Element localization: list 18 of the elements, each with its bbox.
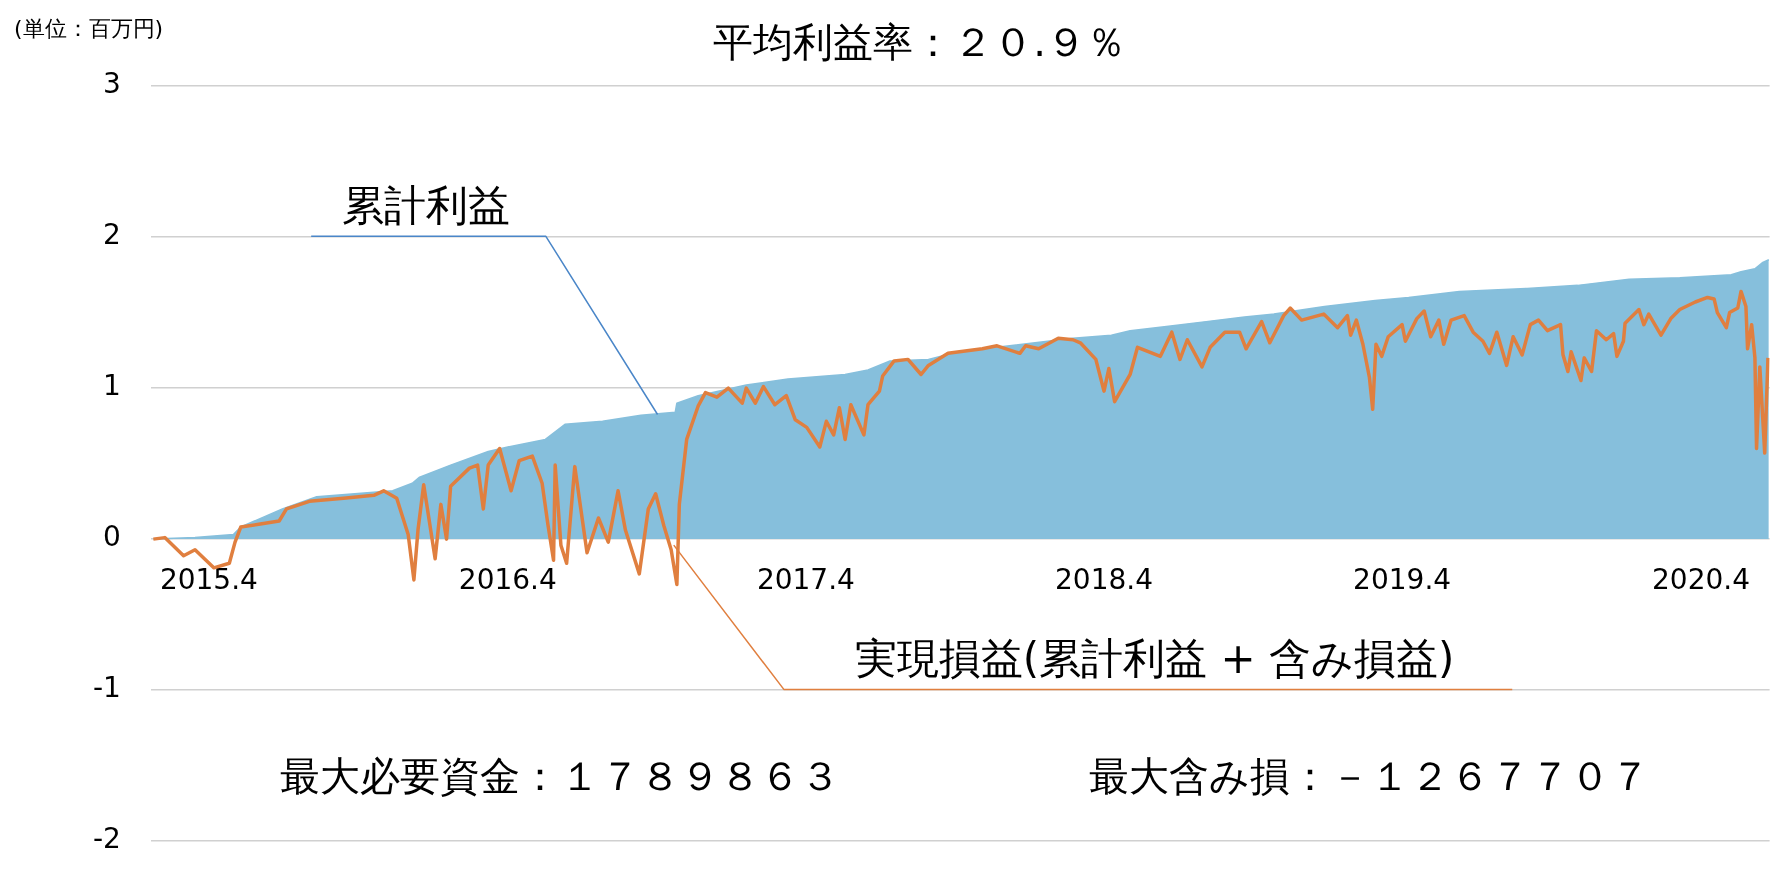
text: 累計利益 <box>342 181 511 230</box>
annotation: 最大必要資金：１７８９８６３ <box>280 752 841 799</box>
x-tick-label: 2017.4 <box>756 563 855 597</box>
text: 実現損益(累計利益 + 含み損益) <box>854 634 1455 684</box>
y-tick-label: 2 <box>103 218 121 252</box>
x-tick-label: 2016.4 <box>458 563 557 597</box>
y-tick-label: 3 <box>103 67 121 101</box>
annotation: 最大含み損：－１２６７７０７ <box>1089 752 1651 799</box>
x-tick-label: 2020.4 <box>1652 563 1751 597</box>
y-tick-label: 1 <box>103 369 121 403</box>
x-tick-label: 2018.4 <box>1055 563 1153 597</box>
y-tick-label: -1 <box>93 671 121 705</box>
x-tick-label: 2015.4 <box>159 563 258 597</box>
x-tick-label: 2019.4 <box>1353 563 1452 597</box>
chart-title: 平均利益率：２０.９％ <box>713 19 1126 66</box>
y-tick-label: 0 <box>103 520 121 554</box>
y-tick-label: -2 <box>93 822 121 856</box>
text: (単位：百万円) <box>14 15 164 41</box>
